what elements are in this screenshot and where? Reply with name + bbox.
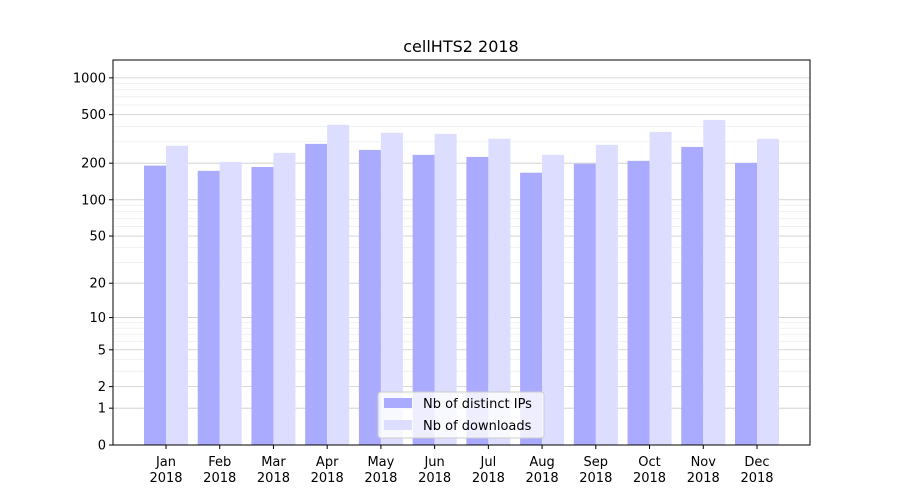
y-tick-label: 1 (98, 402, 106, 417)
legend-swatch-downloads (384, 420, 412, 430)
bar-downloads (434, 133, 457, 445)
x-tick-label: Sep 2018 (579, 455, 612, 486)
y-tick-label: 2 (98, 380, 106, 395)
x-tick-label: Feb 2018 (203, 455, 236, 486)
bar-downloads (166, 145, 188, 445)
legend-label-downloads: Nb of downloads (423, 419, 532, 434)
x-tick-label: Nov 2018 (687, 455, 720, 486)
bar-distinct-ips (144, 165, 166, 445)
y-tick-label: 1000 (73, 71, 106, 86)
x-tick-label: Dec 2018 (740, 455, 773, 486)
bar-downloads (380, 132, 403, 445)
bar-downloads (595, 144, 618, 445)
bar-downloads (273, 152, 296, 445)
bar-downloads (219, 161, 242, 446)
x-tick-label: Jun 2018 (418, 455, 451, 486)
bar-downloads (488, 138, 511, 445)
legend-box (377, 391, 545, 439)
plot-frame (112, 59, 811, 446)
bar-distinct-ips (412, 154, 435, 445)
y-tick-label: 100 (81, 193, 106, 208)
legend-swatch-ips (384, 398, 412, 408)
x-tick-label: Apr 2018 (311, 455, 344, 486)
bar-distinct-ips (573, 163, 596, 445)
y-tick-label: 20 (89, 277, 106, 292)
x-tick-label: Aug 2018 (526, 455, 559, 486)
x-tick-label: Oct 2018 (633, 455, 666, 486)
x-tick-label: May 2018 (364, 455, 397, 486)
chart-title: cellHTS2 2018 (403, 37, 518, 56)
bar-distinct-ips (735, 162, 757, 445)
y-tick-label: 500 (81, 108, 106, 123)
legend: Nb of distinct IPs Nb of downloads (377, 391, 545, 439)
bar-distinct-ips (358, 149, 381, 445)
bar-distinct-ips (305, 143, 328, 445)
bar-downloads (757, 138, 779, 445)
y-tick-label: 200 (81, 157, 106, 172)
y-tick-label: 5 (98, 343, 106, 358)
bar-distinct-ips (520, 172, 543, 445)
legend-label-ips: Nb of distinct IPs (423, 397, 532, 412)
y-tick-label: 50 (89, 230, 106, 245)
bar-distinct-ips (251, 167, 274, 445)
bar-distinct-ips (197, 170, 220, 445)
bar-downloads (703, 119, 726, 445)
bar-downloads (649, 131, 672, 446)
x-tick-label: Jul 2018 (472, 455, 505, 486)
bar-distinct-ips (681, 146, 704, 445)
bar-distinct-ips (466, 156, 489, 445)
bar-distinct-ips (627, 160, 650, 445)
y-tick-label: 10 (89, 311, 106, 326)
x-tick-label: Jan 2018 (149, 455, 182, 486)
bar-downloads (327, 124, 350, 445)
x-tick-label: Mar 2018 (257, 455, 290, 486)
y-tick-label: 0 (98, 439, 106, 454)
bar-downloads (542, 154, 565, 445)
